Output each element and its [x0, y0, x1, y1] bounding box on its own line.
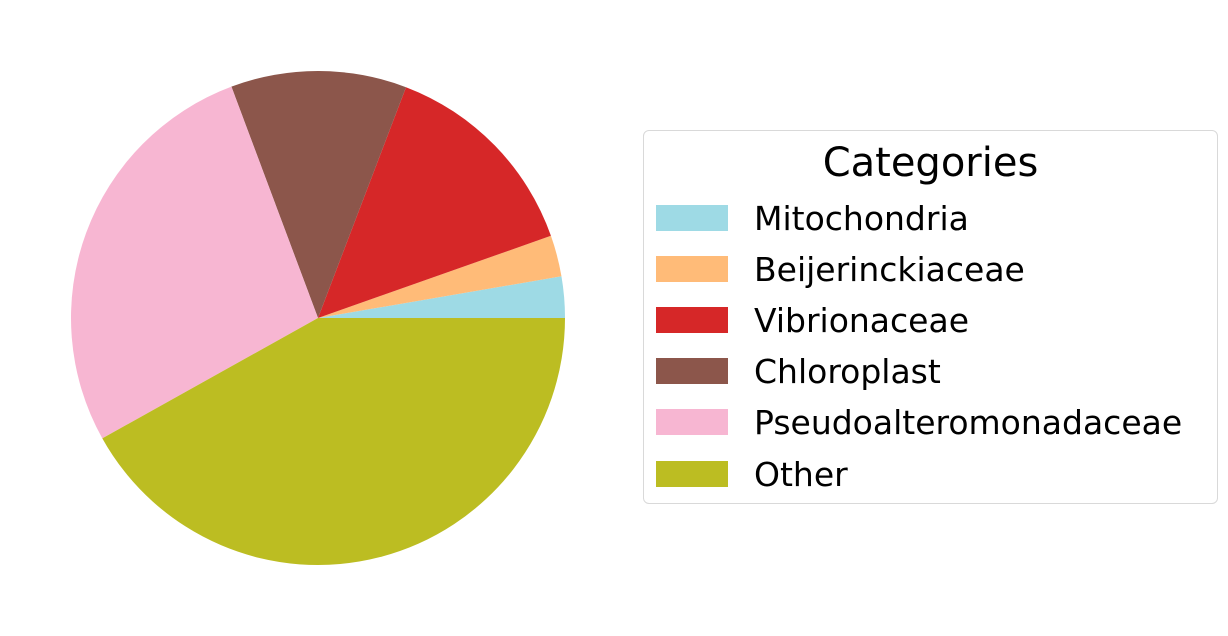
legend-label: Pseudoalteromonadaceae [754, 402, 1183, 442]
legend: Categories Mitochondria Beijerinckiaceae… [643, 130, 1218, 504]
pie-slice-chloroplast [231, 70, 407, 318]
legend-swatch [656, 256, 728, 282]
legend-item-mitochondria: Mitochondria [656, 196, 969, 240]
legend-swatch [656, 461, 728, 487]
legend-label: Vibrionaceae [754, 300, 969, 340]
legend-label: Mitochondria [754, 198, 969, 238]
legend-swatch [656, 409, 728, 435]
legend-swatch [656, 307, 728, 333]
legend-swatch [656, 205, 728, 231]
pie-slice-vibrionaceae [318, 87, 551, 318]
legend-item-vibrionaceae: Vibrionaceae [656, 298, 969, 342]
legend-label: Chloroplast [754, 351, 941, 391]
legend-swatch [656, 358, 728, 384]
legend-title: Categories [822, 140, 1039, 186]
legend-label: Beijerinckiaceae [754, 249, 1025, 289]
legend-label: Other [754, 454, 848, 494]
pie-slice-pseudoalteromonadaceae [70, 86, 319, 439]
pie-slice-other [102, 318, 566, 566]
legend-item-other: Other [656, 452, 848, 496]
legend-item-chloroplast: Chloroplast [656, 349, 941, 393]
legend-item-beijerinckiaceae: Beijerinckiaceae [656, 247, 1025, 291]
pie-slice-beijerinckiaceae [318, 235, 562, 318]
pie-slice-mitochondria [318, 276, 565, 318]
legend-item-pseudoalteromonadaceae: Pseudoalteromonadaceae [656, 400, 1182, 444]
